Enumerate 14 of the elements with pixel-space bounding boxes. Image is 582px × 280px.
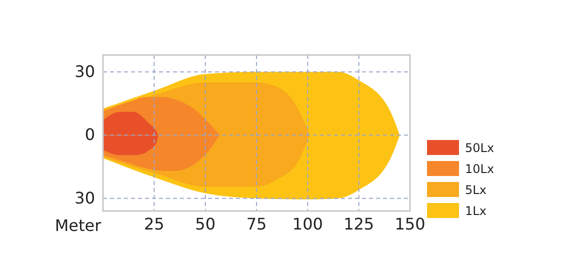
legend-label: 1Lx	[465, 204, 486, 218]
y-tick-label: 30	[74, 188, 95, 208]
y-tick-label: 30	[74, 62, 95, 81]
x-tick-label: 50	[195, 214, 216, 234]
x-tick-label: 150	[394, 214, 426, 234]
x-tick-label: 75	[246, 214, 267, 234]
x-axis-title: Meter	[54, 216, 102, 235]
legend-label: 5Lx	[465, 183, 486, 197]
x-tick-label: 125	[344, 214, 374, 234]
y-tick-label: 0	[84, 125, 95, 144]
legend-label: 10Lx	[465, 162, 494, 176]
legend-label: 50Lx	[465, 141, 494, 155]
x-tick-label: 25	[144, 214, 164, 234]
x-tick-label: 100	[292, 214, 323, 234]
